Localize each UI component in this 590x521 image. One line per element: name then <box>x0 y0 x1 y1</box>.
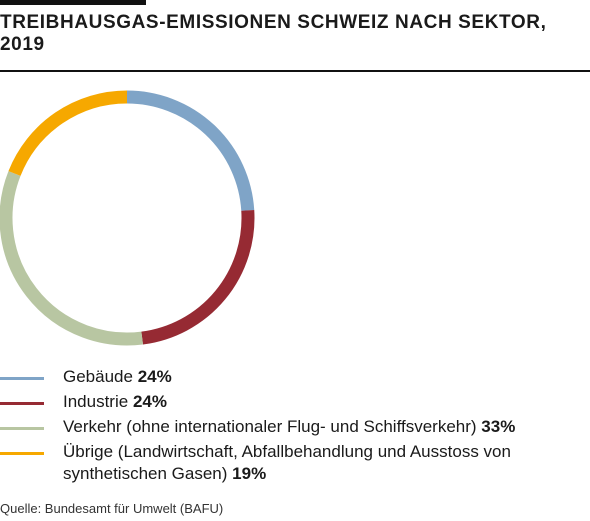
legend-swatch <box>0 452 44 455</box>
source-note: Quelle: Bundesamt für Umwelt (BAFU) <box>0 501 224 516</box>
donut-chart <box>0 90 255 346</box>
donut-slice-1 <box>126 90 255 211</box>
legend-item: Übrige (Landwirtschaft, Abfallbehandlung… <box>0 441 590 485</box>
donut-slice-4 <box>8 90 128 176</box>
legend-swatch <box>0 427 44 430</box>
legend-value: 24% <box>132 392 167 411</box>
legend-text: Verkehr (ohne internationaler Flug- und … <box>63 416 583 438</box>
donut-slice-3 <box>0 171 143 346</box>
title-rule <box>0 70 590 72</box>
chart-title: TREIBHAUSGAS-EMISSIONEN SCHWEIZ NACH SEK… <box>0 12 547 55</box>
legend-label: Übrige (Landwirtschaft, Abfallbehandlung… <box>63 442 511 483</box>
legend-text: Industrie 24% <box>63 391 583 413</box>
legend-item: Verkehr (ohne internationaler Flug- und … <box>0 416 590 438</box>
legend-swatch <box>0 377 44 380</box>
legend-text: Übrige (Landwirtschaft, Abfallbehandlung… <box>63 441 583 485</box>
legend-swatch <box>0 402 44 405</box>
legend-value: 19% <box>232 464 267 483</box>
legend-item: Gebäude 24% <box>0 366 590 388</box>
top-accent-rule <box>0 0 146 5</box>
legend: Gebäude 24% Industrie 24% Verkehr (ohne in… <box>0 366 590 488</box>
legend-item: Industrie 24% <box>0 391 590 413</box>
legend-label: Gebäude <box>63 367 138 386</box>
legend-text: Gebäude 24% <box>63 366 583 388</box>
legend-label: Industrie <box>63 392 133 411</box>
legend-value: 33% <box>481 417 516 436</box>
donut-slice-2 <box>141 209 255 345</box>
legend-value: 24% <box>137 367 172 386</box>
legend-label: Verkehr (ohne internationaler Flug- und … <box>63 417 482 436</box>
